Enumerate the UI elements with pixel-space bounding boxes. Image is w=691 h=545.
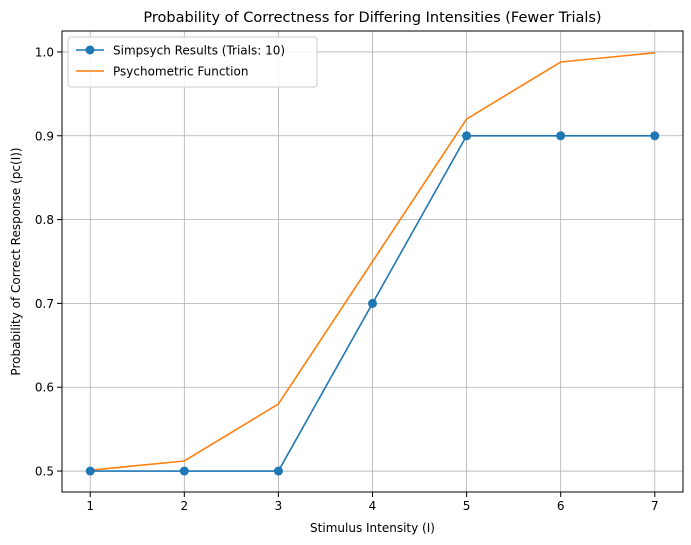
y-tick-label: 0.7 (35, 297, 54, 311)
x-tick-label: 7 (651, 499, 659, 513)
data-point-simpsych-results-trials-10 (368, 298, 377, 308)
legend-label-simpsych: Simpsych Results (Trials: 10) (113, 44, 285, 58)
x-tick-label: 4 (369, 499, 377, 513)
x-tick-label: 6 (557, 499, 565, 513)
x-tick-label: 5 (463, 499, 471, 513)
y-tick-label: 0.5 (35, 465, 54, 479)
y-tick-label: 0.6 (35, 381, 54, 395)
legend-marker-simpsych (85, 45, 95, 55)
data-point-simpsych-results-trials-10 (179, 466, 189, 476)
x-axis-label: Stimulus Intensity (I) (310, 521, 435, 535)
x-tick-label: 3 (275, 499, 283, 513)
legend-label-psychometric: Psychometric Function (113, 65, 248, 79)
data-point-simpsych-results-trials-10 (462, 131, 472, 141)
y-tick-label: 0.9 (35, 129, 54, 143)
y-tick-label: 0.8 (35, 213, 54, 227)
data-point-simpsych-results-trials-10 (650, 131, 660, 141)
series-layer (85, 51, 660, 476)
x-tick-label: 1 (86, 499, 94, 513)
y-tick-label: 1.0 (35, 45, 54, 59)
axis-ticks: 1 2 3 4 5 6 7 0.5 0.6 0.7 0.8 0.9 1.0 (35, 45, 659, 513)
legend-box (67, 36, 318, 88)
data-point-simpsych-results-trials-10 (85, 466, 95, 476)
x-tick-label: 2 (180, 499, 188, 513)
y-axis-label: Probability of Correct Response (pc(I)) (9, 147, 23, 375)
data-point-simpsych-results-trials-10 (556, 131, 566, 141)
legend: Simpsych Results (Trials: 10) Psychometr… (67, 36, 318, 88)
chart-title: Probability of Correctness for Differing… (143, 10, 601, 26)
data-point-simpsych-results-trials-10 (273, 466, 283, 476)
series-line-psychometric-function (90, 51, 655, 472)
